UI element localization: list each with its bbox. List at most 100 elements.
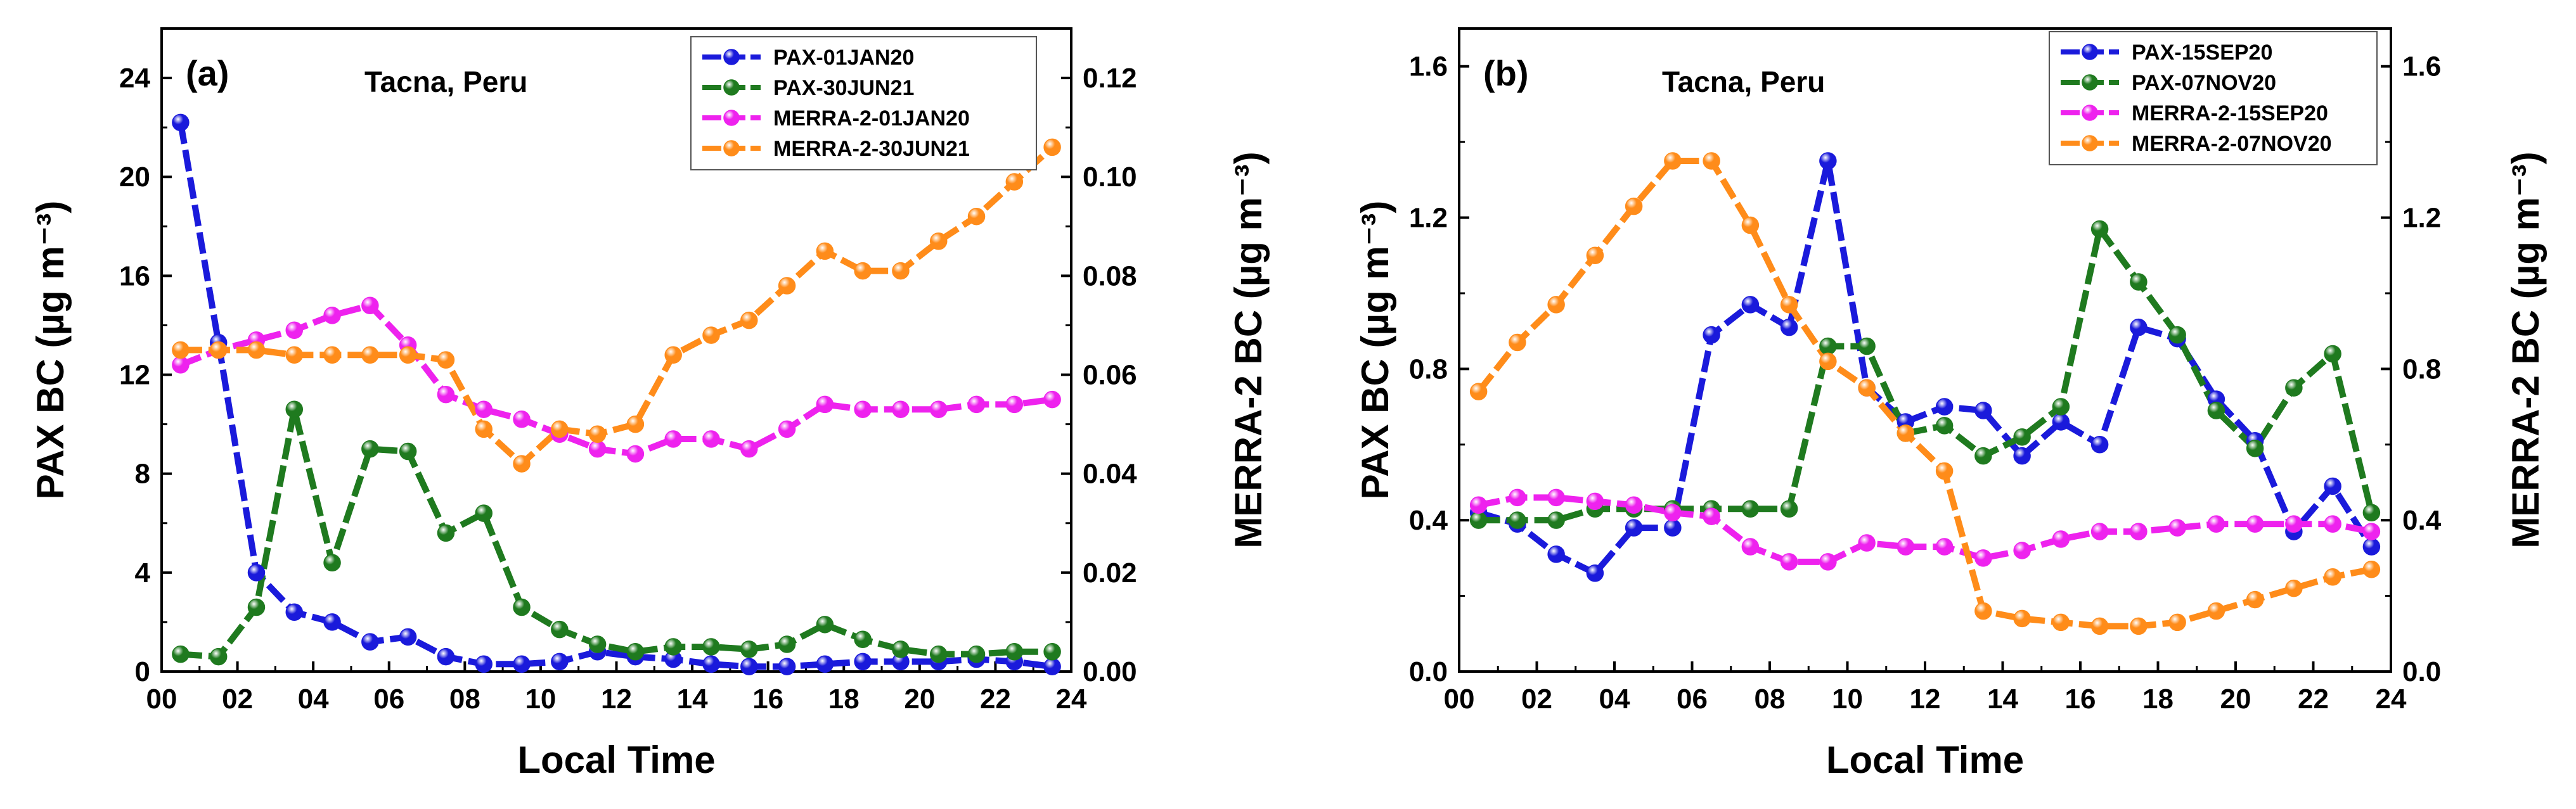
data-point [475, 420, 493, 438]
legend-label: MERRA-2-15SEP20 [2132, 101, 2328, 125]
legend-marker [723, 140, 740, 156]
data-point [1586, 246, 1604, 264]
y-left-tick-label: 1.6 [1409, 51, 1448, 82]
x-tick-label: 02 [222, 684, 253, 715]
data-point [626, 415, 645, 433]
data-point [778, 658, 796, 675]
data-point [1741, 296, 1760, 314]
data-point [2130, 273, 2148, 291]
x-tick-label: 08 [449, 684, 480, 715]
data-point [1858, 337, 1876, 355]
data-point [929, 645, 948, 663]
series-line [177, 122, 1053, 670]
x-axis-title: Local Time [1826, 739, 2024, 781]
data-point [247, 564, 266, 582]
data-point [1509, 333, 1526, 352]
data-point [2207, 515, 2225, 533]
data-point [1819, 352, 1837, 371]
data-point [1741, 538, 1760, 556]
y-left-axis-title: PAX BC (µg m⁻³) [1354, 201, 1396, 500]
data-point [2052, 413, 2070, 431]
data-point [816, 395, 834, 414]
y-right-tick-label: 0.08 [1083, 260, 1137, 291]
y-right-tick-label: 0.02 [1083, 557, 1137, 589]
data-point [892, 640, 910, 658]
data-point [2090, 523, 2109, 540]
data-point [816, 655, 834, 673]
data-point [2324, 477, 2341, 495]
legend-label: PAX-30JUN21 [773, 76, 914, 100]
data-point [2052, 530, 2070, 548]
data-point [323, 346, 341, 364]
data-point [1509, 511, 1526, 529]
data-point [551, 653, 569, 671]
y-right-tick-label: 0.10 [1083, 162, 1137, 193]
data-point [2285, 579, 2303, 597]
x-tick-label: 10 [525, 684, 556, 715]
legend-marker [723, 79, 740, 96]
data-point [209, 647, 228, 666]
y-right-tick-label: 1.2 [2402, 203, 2441, 234]
data-point [664, 638, 682, 656]
data-point [399, 442, 417, 461]
legend-label: PAX-01JAN20 [773, 46, 914, 70]
panel-label: (b) [1483, 53, 1529, 93]
data-point [437, 524, 455, 542]
data-point [1741, 500, 1760, 518]
data-point [2324, 345, 2341, 363]
x-tick-label: 18 [828, 684, 860, 715]
data-point [2168, 326, 2186, 344]
data-point [437, 386, 455, 404]
x-tick-label: 22 [2298, 684, 2329, 715]
data-point [1741, 216, 1760, 234]
data-point [1043, 643, 1061, 661]
x-tick-label: 24 [1056, 684, 1087, 715]
data-point [2052, 613, 2070, 632]
panel-label: (a) [186, 53, 229, 93]
legend-label: MERRA-2-07NOV20 [2132, 132, 2332, 156]
data-point [1935, 417, 1954, 435]
data-point [588, 635, 607, 653]
x-axis-title: Local Time [517, 739, 715, 781]
legend-marker [2082, 105, 2098, 121]
x-tick-label: 10 [1832, 684, 1863, 715]
data-point [740, 658, 758, 675]
data-point [1780, 500, 1798, 518]
legend-marker [2082, 44, 2098, 60]
legend-label: PAX-07NOV20 [2132, 71, 2276, 95]
data-point [2013, 542, 2031, 559]
x-tick-label: 02 [1521, 684, 1552, 715]
data-point [778, 635, 796, 653]
data-point [361, 296, 379, 314]
legend-box [690, 36, 1037, 170]
data-point [892, 262, 910, 280]
data-point [247, 598, 266, 616]
data-point [551, 620, 569, 639]
y-right-tick-label: 0.04 [1083, 459, 1137, 490]
data-point [2207, 602, 2225, 620]
data-point [1625, 197, 1643, 215]
x-tick-label: 04 [298, 684, 329, 715]
data-point [1664, 504, 1682, 521]
data-point [513, 655, 531, 673]
y-left-tick-label: 8 [135, 459, 150, 490]
x-tick-label: 12 [601, 684, 632, 715]
data-point [1974, 447, 1992, 465]
data-point [1780, 296, 1798, 314]
data-point [285, 321, 304, 340]
data-point [475, 655, 493, 673]
data-point [2362, 504, 2381, 521]
data-point [854, 262, 872, 280]
data-point [2362, 538, 2381, 556]
data-point [816, 242, 834, 260]
data-point [967, 645, 986, 663]
data-point [2246, 590, 2264, 609]
data-point [2013, 447, 2031, 465]
data-point [2246, 439, 2264, 457]
data-point [854, 400, 872, 418]
x-tick-label: 12 [1910, 684, 1941, 715]
x-tick-label: 16 [752, 684, 783, 715]
y-left-tick-label: 16 [119, 260, 150, 291]
data-point [1935, 462, 1954, 480]
series-line [180, 144, 1055, 468]
